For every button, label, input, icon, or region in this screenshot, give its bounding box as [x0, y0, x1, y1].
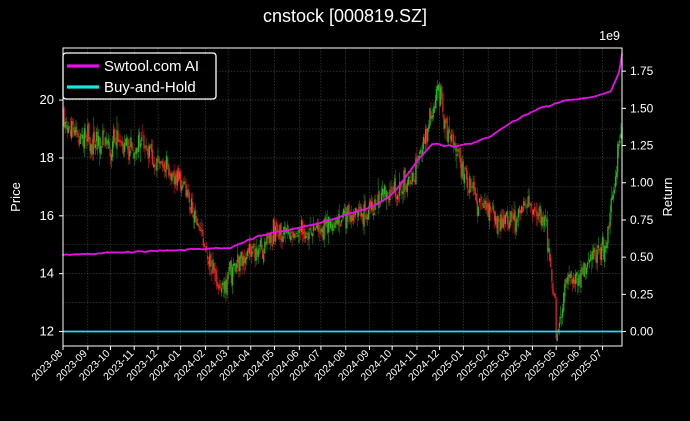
- svg-text:16: 16: [40, 208, 54, 223]
- svg-text:12: 12: [40, 324, 54, 339]
- svg-text:0.00: 0.00: [630, 325, 654, 339]
- svg-text:0.75: 0.75: [630, 213, 654, 227]
- svg-text:14: 14: [40, 266, 54, 281]
- svg-text:1.75: 1.75: [630, 64, 654, 78]
- svg-text:Buy-and-Hold: Buy-and-Hold: [104, 79, 196, 96]
- svg-text:1e9: 1e9: [599, 29, 620, 43]
- svg-text:Price: Price: [8, 182, 23, 212]
- svg-text:0.25: 0.25: [630, 287, 654, 301]
- svg-text:Return: Return: [660, 177, 675, 216]
- svg-text:Swtool.com AI: Swtool.com AI: [104, 58, 199, 75]
- svg-text:1.00: 1.00: [630, 176, 654, 190]
- svg-text:18: 18: [40, 150, 54, 165]
- svg-text:1.50: 1.50: [630, 101, 654, 115]
- svg-text:1.25: 1.25: [630, 139, 654, 153]
- svg-text:0.50: 0.50: [630, 250, 654, 264]
- svg-text:20: 20: [40, 92, 54, 107]
